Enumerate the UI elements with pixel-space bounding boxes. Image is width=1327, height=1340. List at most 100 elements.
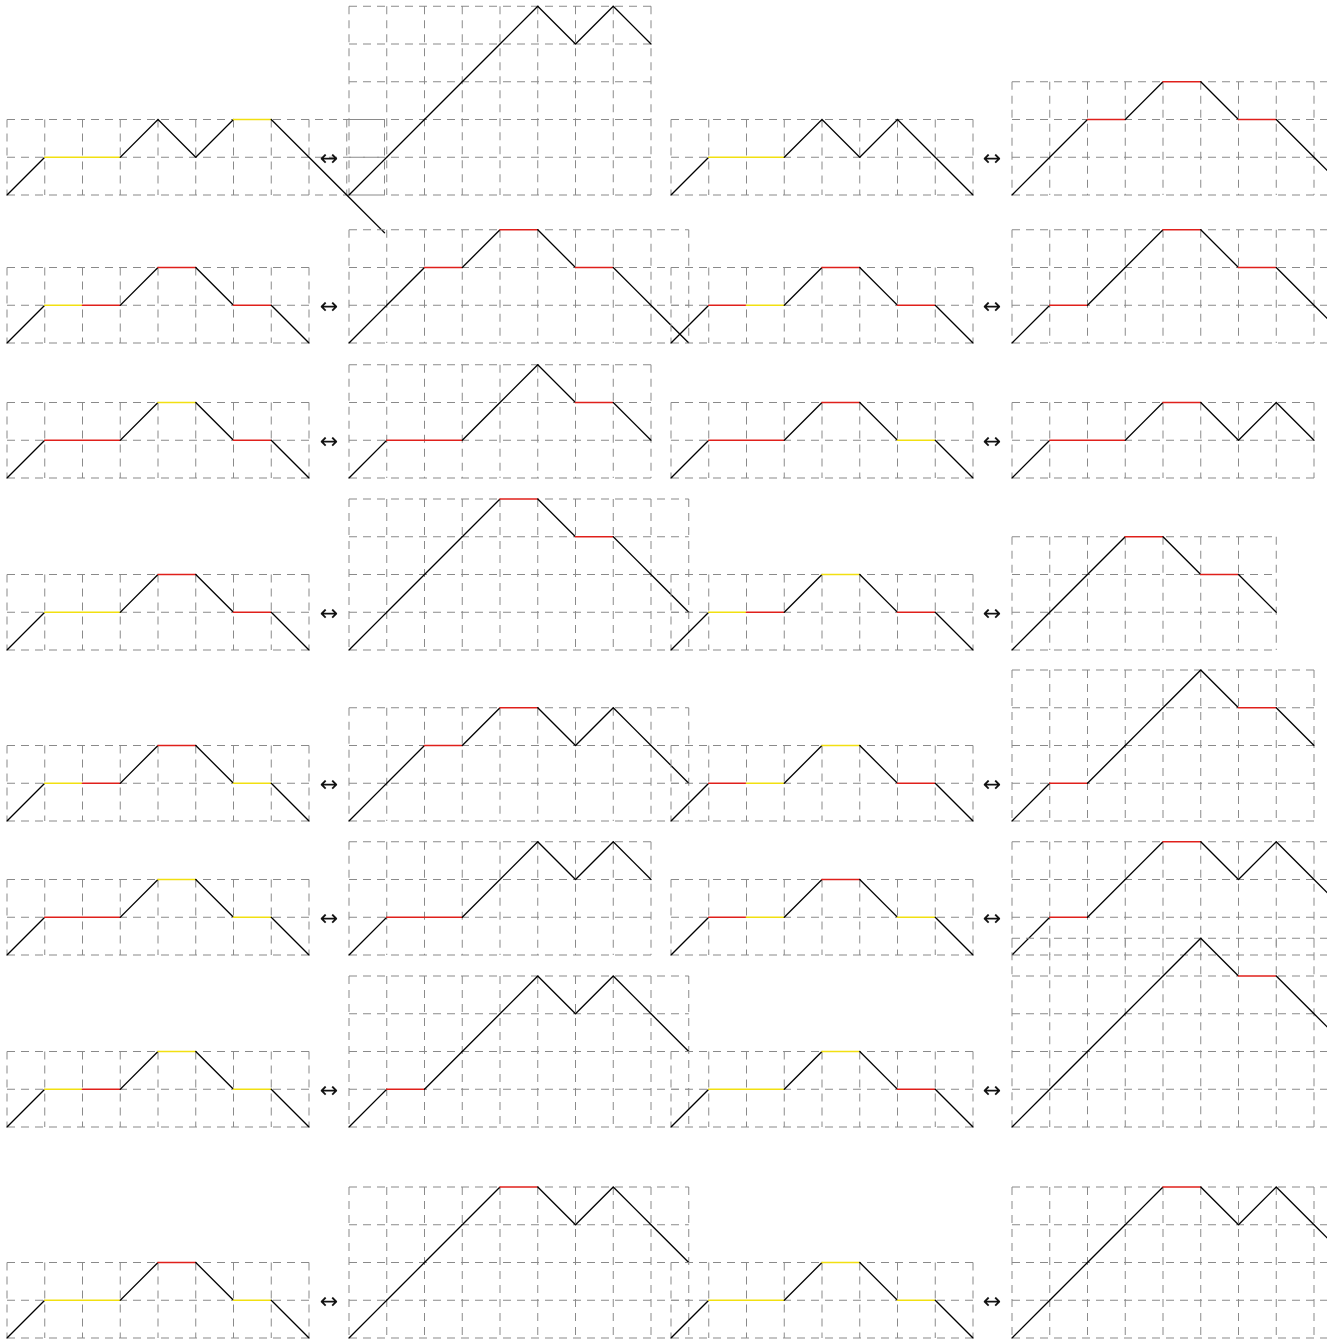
left-path-grid [670,574,974,651]
right-path-grid [348,1186,690,1339]
right-path-step [348,439,388,479]
right-path-step [1011,156,1051,196]
right-path-step [1049,118,1089,158]
right-path-step [461,878,501,918]
right-path-step [1162,669,1202,709]
left-path-step [6,156,46,196]
path-pair-2: ↔ [670,80,1327,196]
right-path-step [461,229,501,269]
right-path-step [574,5,614,45]
path-pair-7: ↔ [6,498,690,651]
left-path-step [934,611,974,651]
left-path-grid [670,745,974,822]
bijection-arrow: ↔ [983,772,1001,797]
right-path-step [423,1224,463,1264]
right-path-step [1086,536,1126,576]
left-path-step [783,118,823,158]
right-path-step [537,975,577,1015]
right-path-step [1049,1261,1089,1301]
right-path-step [1124,707,1164,747]
right-path-step [1011,611,1051,651]
bijection-arrow: ↔ [320,294,338,319]
right-path-step [461,1013,501,1053]
left-path-grid [6,879,310,956]
bijection-arrow: ↔ [983,294,1001,319]
right-path-step [612,266,652,306]
left-path-step [934,439,974,479]
left-path-step [783,878,823,918]
right-path-step [1200,81,1240,121]
right-path-step [612,536,652,576]
right-path-step [537,707,577,747]
left-path-step [119,401,159,441]
left-path-step [670,1299,710,1339]
right-path-step [1124,841,1164,881]
right-path-step [1237,841,1277,881]
right-path-step [612,1186,652,1226]
right-path-step [1275,118,1315,158]
left-path-step [270,118,310,158]
right-path-step [1011,304,1051,344]
bijection-arrow: ↔ [983,429,1001,454]
left-path-step [859,118,899,158]
right-path-step [499,841,539,881]
left-path-step [195,878,235,918]
right-path-step [348,1299,388,1339]
left-path-step [859,1261,899,1301]
right-path-step [537,1186,577,1226]
right-path-grid [348,229,690,344]
left-path-step [270,1299,310,1339]
right-path-step [1275,266,1315,306]
right-path-step [1086,744,1126,784]
left-path-step [670,611,710,651]
bijection-arrow: ↔ [320,906,338,931]
right-path-step [1275,1186,1315,1226]
right-path-step [1124,81,1164,121]
bijection-arrow: ↔ [320,772,338,797]
left-path-step [346,194,386,234]
left-path-step [859,1050,899,1090]
right-path-grid [348,707,690,822]
left-path-step [859,401,899,441]
bijection-arrow: ↔ [983,601,1001,626]
left-path-step [670,156,710,196]
left-path-step [6,916,46,956]
right-path-step [1162,937,1202,977]
bijection-arrow: ↔ [983,1078,1001,1103]
path-pair-12: ↔ [670,840,1327,956]
right-path-grid [348,498,690,651]
path-pair-10: ↔ [670,669,1315,822]
left-path-step [859,573,899,613]
right-path-step [499,5,539,45]
right-path-step [1011,1299,1051,1339]
left-path-grid [6,574,310,651]
left-path-step [119,1261,159,1301]
left-path-grid [670,267,974,344]
right-path-step [1237,401,1277,441]
left-path-step [783,401,823,441]
right-path-step [1086,266,1126,306]
path-pair-8: ↔ [670,535,1277,651]
path-pair-16: ↔ [670,1186,1327,1339]
right-path-step [499,975,539,1015]
right-path-step [348,1088,388,1128]
right-path-step [461,1186,501,1226]
right-path-step [1237,573,1277,613]
right-path-step [574,975,614,1015]
left-path-step [934,304,974,344]
left-path-step [783,573,823,613]
left-path-grid [670,1262,974,1339]
right-path-step [1275,841,1315,881]
left-path-step [670,304,710,344]
left-path-grid [670,1051,974,1128]
right-path-step [1162,536,1202,576]
right-path-step [1313,304,1327,320]
path-pair-3: ↔ [6,228,690,344]
left-path-step [119,744,159,784]
right-path-step [1200,229,1240,269]
left-path-step [119,1050,159,1090]
right-path-step [1313,878,1327,894]
right-path-step [612,975,652,1015]
right-path-step [423,1050,463,1090]
